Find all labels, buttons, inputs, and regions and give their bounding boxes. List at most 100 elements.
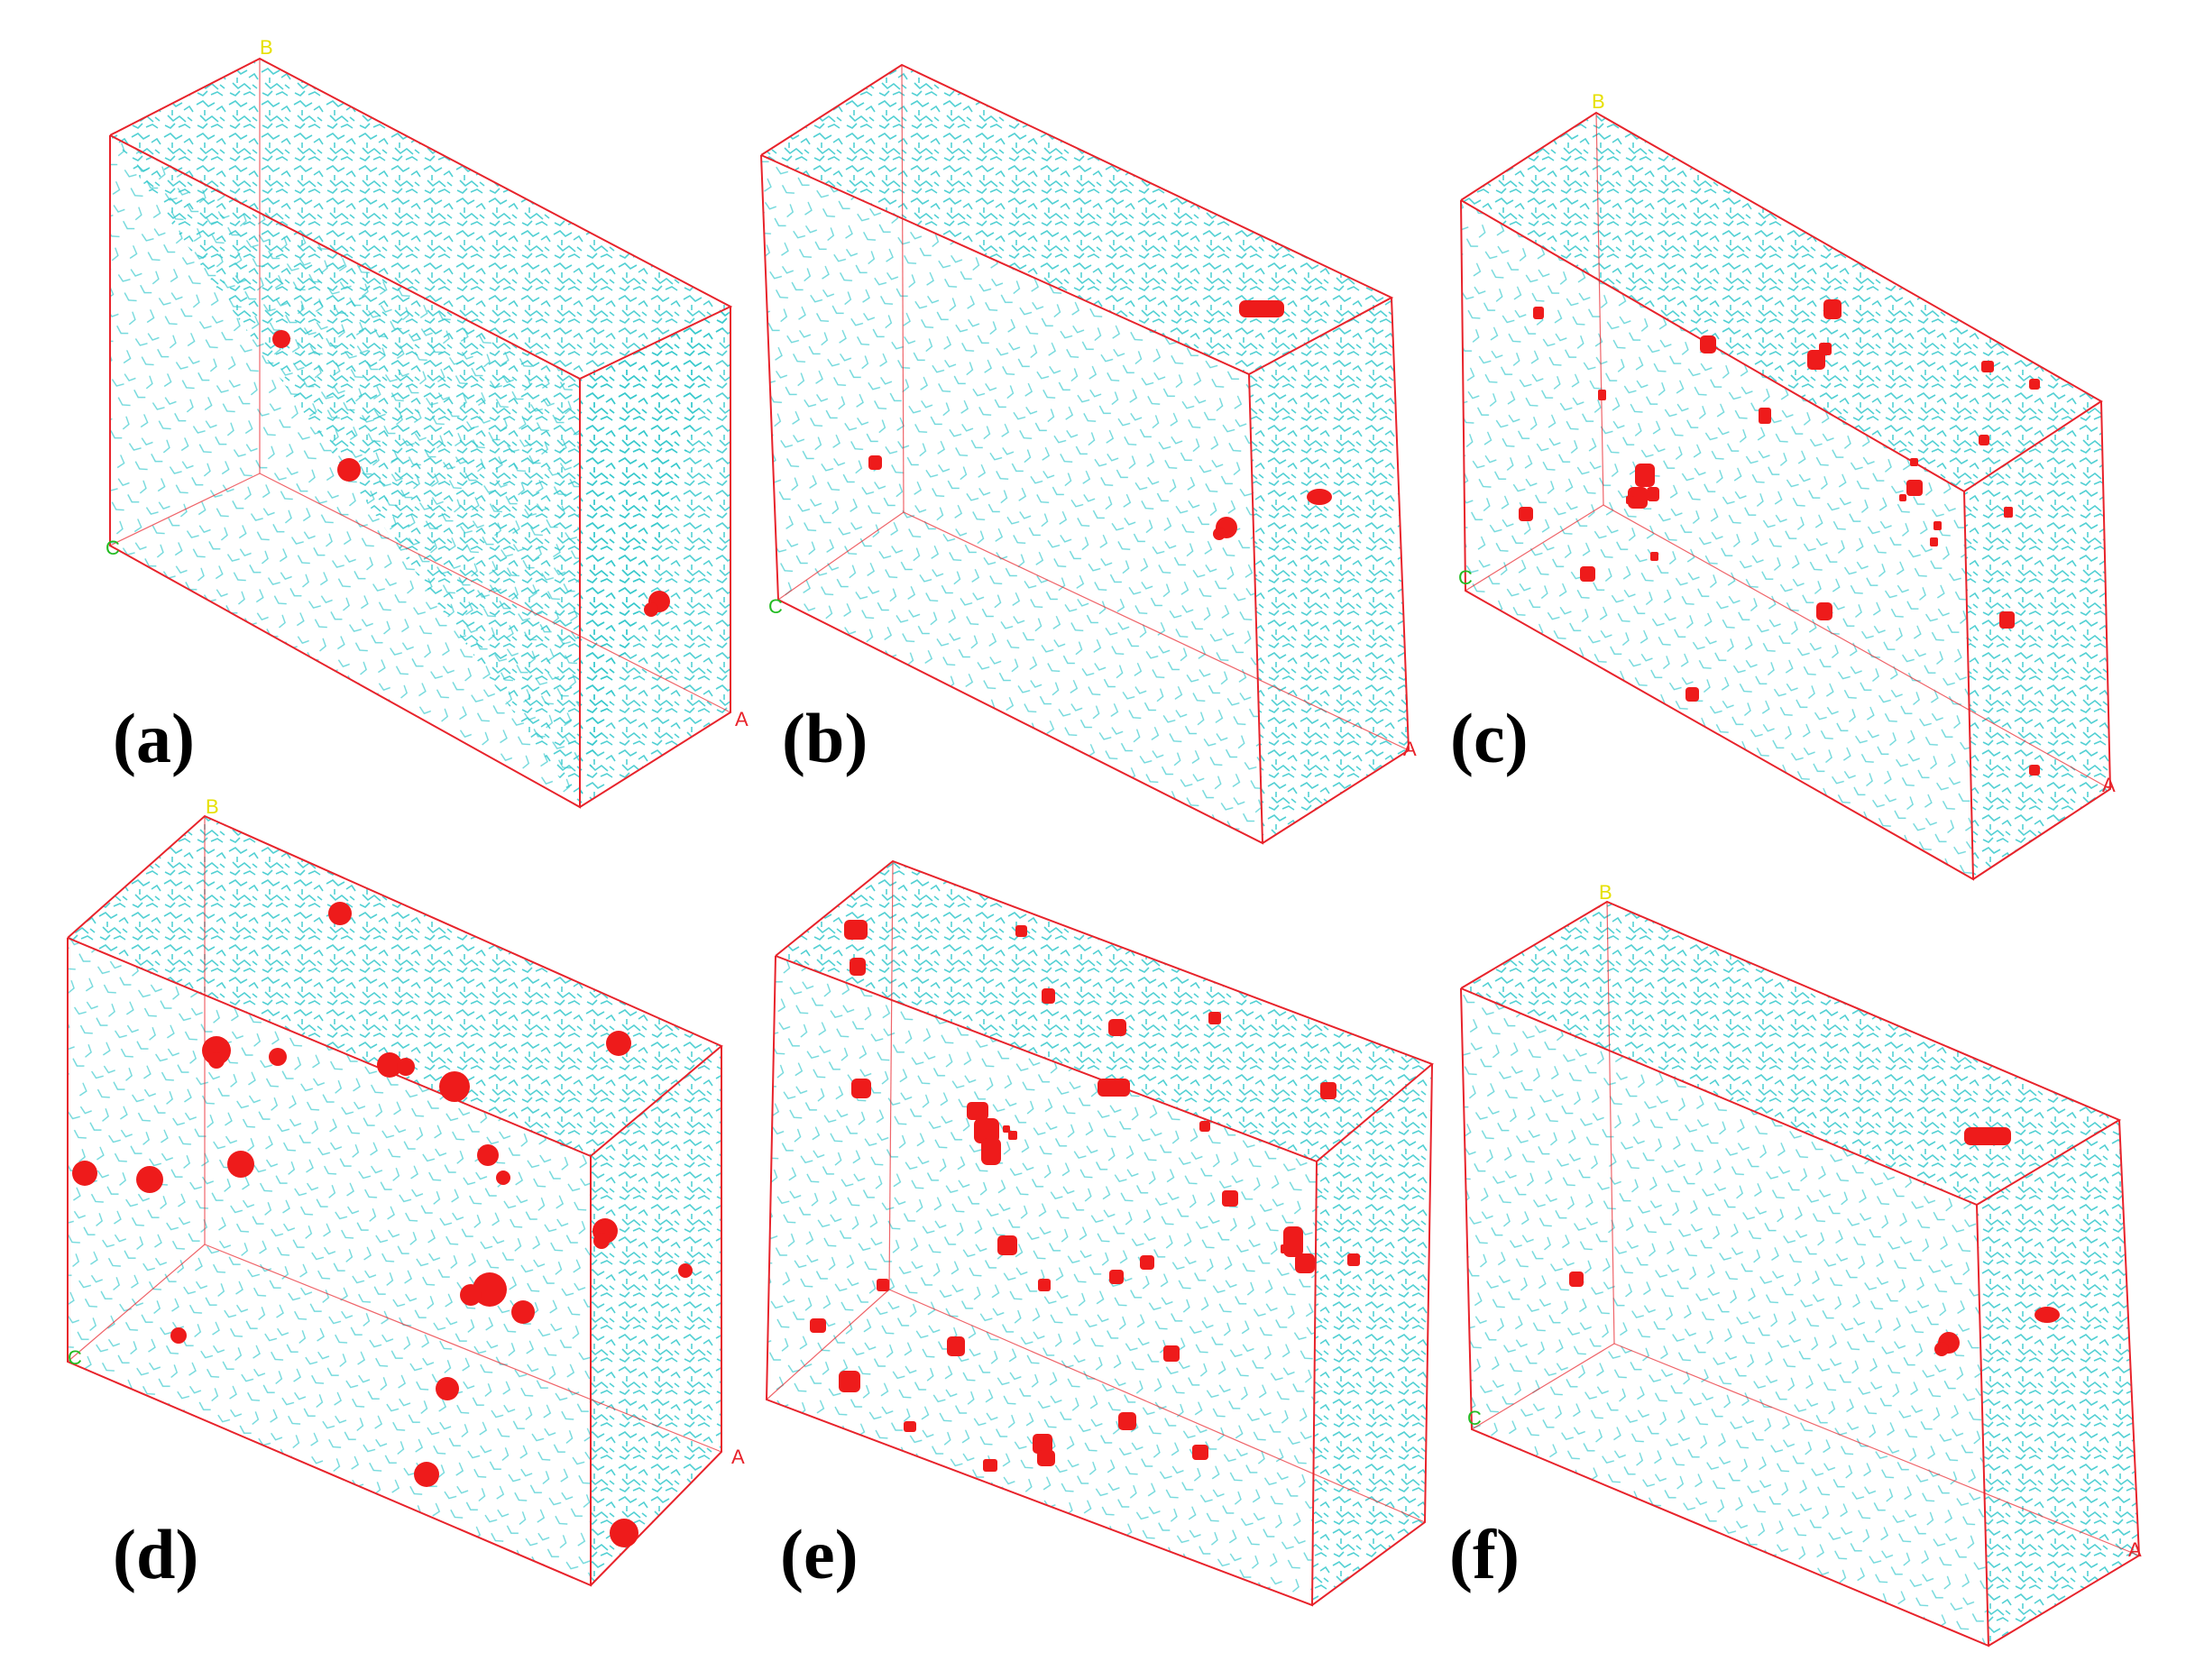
solute-cluster xyxy=(810,1318,826,1333)
axis-label-a: A xyxy=(2102,774,2116,796)
axis-label-c: C xyxy=(768,595,783,618)
axis-label-c: C xyxy=(1458,566,1473,589)
solute-cluster xyxy=(227,1151,254,1178)
panel-d: B C A (d) xyxy=(67,795,745,1593)
solute-cluster xyxy=(1281,1244,1290,1253)
solute-cluster xyxy=(1569,1271,1584,1287)
solute-cluster xyxy=(1192,1445,1208,1460)
solvent-molecules xyxy=(761,65,1409,843)
panel-label: (b) xyxy=(782,699,868,777)
solute-cluster xyxy=(1108,1019,1126,1036)
solute-cluster xyxy=(850,958,866,976)
solute-cluster xyxy=(414,1462,439,1487)
solute-cluster xyxy=(460,1284,482,1306)
solvent-molecules xyxy=(1461,902,2139,1646)
axis-label-b: B xyxy=(1599,881,1612,904)
solute-cluster xyxy=(170,1327,187,1344)
solute-clusters xyxy=(272,330,670,617)
panel-label: (a) xyxy=(113,699,195,777)
axis-label-a: A xyxy=(735,708,749,730)
solute-cluster xyxy=(1038,1279,1051,1291)
solute-cluster xyxy=(1222,1190,1238,1207)
solute-clusters xyxy=(1569,1127,2060,1356)
solute-cluster xyxy=(997,1235,1017,1255)
simulation-box xyxy=(765,859,1434,1607)
solute-cluster xyxy=(1685,687,1699,702)
axis-label-c: C xyxy=(1467,1407,1482,1429)
solute-cluster xyxy=(1816,602,1832,620)
axis-label-c: C xyxy=(106,537,120,559)
simulation-box xyxy=(109,57,733,809)
solute-cluster xyxy=(877,1279,889,1291)
solute-cluster xyxy=(1098,1079,1130,1097)
solute-cluster xyxy=(1042,988,1055,1004)
solute-cluster xyxy=(439,1071,470,1102)
solute-cluster xyxy=(269,1048,287,1066)
solvent-molecules xyxy=(110,59,730,807)
solute-cluster xyxy=(1930,537,1938,546)
solute-cluster xyxy=(851,1079,871,1098)
simulation-box xyxy=(1460,111,2112,881)
solute-clusters xyxy=(810,920,1360,1472)
axis-label-a: A xyxy=(731,1446,745,1468)
solute-cluster xyxy=(1933,521,1942,530)
solute-cluster xyxy=(2029,379,2040,390)
solvent-molecules xyxy=(68,816,721,1585)
solute-cluster xyxy=(1519,507,1533,521)
solute-cluster xyxy=(1307,489,1332,505)
solute-cluster xyxy=(477,1144,499,1166)
solute-cluster xyxy=(1353,1257,1360,1264)
solute-cluster xyxy=(1003,1125,1010,1133)
solute-cluster xyxy=(1964,1127,2011,1145)
solvent-molecules xyxy=(1461,113,2110,879)
solute-clusters xyxy=(1519,299,2040,776)
solute-cluster xyxy=(678,1263,693,1278)
panel-e: (e) xyxy=(765,859,1434,1607)
solute-cluster xyxy=(272,330,290,348)
solute-cluster xyxy=(397,1058,415,1076)
panel-a: B C A (a) xyxy=(106,36,749,809)
solute-cluster xyxy=(1906,480,1923,496)
solute-cluster xyxy=(1033,1434,1052,1454)
solute-cluster xyxy=(1979,435,1989,445)
solute-cluster xyxy=(1533,307,1544,319)
axis-label-b: B xyxy=(1592,90,1605,113)
solute-cluster xyxy=(136,1166,163,1193)
simulation-box xyxy=(760,63,1410,845)
solute-cluster xyxy=(1118,1412,1136,1430)
solute-cluster xyxy=(1037,1450,1055,1466)
solute-cluster xyxy=(593,1233,610,1249)
solute-cluster xyxy=(1213,528,1226,540)
panel-label: (d) xyxy=(113,1515,198,1593)
axis-label-b: B xyxy=(206,795,219,818)
solute-cluster xyxy=(1823,299,1842,319)
solute-clusters xyxy=(868,300,1332,540)
solute-cluster xyxy=(606,1031,631,1056)
solute-cluster xyxy=(1598,390,1606,400)
panel-f: B C A (f) xyxy=(1449,881,2142,1648)
axis-label-c: C xyxy=(68,1346,82,1369)
solute-cluster xyxy=(436,1377,459,1400)
solute-cluster xyxy=(1759,408,1771,424)
simulation-box xyxy=(1460,900,2141,1648)
solute-cluster xyxy=(473,1272,507,1307)
panel-c: B C A (c) xyxy=(1450,90,2116,881)
solute-cluster xyxy=(1910,458,1918,466)
panel-label: (f) xyxy=(1449,1515,1520,1593)
solute-cluster xyxy=(947,1336,965,1356)
solute-cluster xyxy=(377,1052,402,1078)
solute-cluster xyxy=(1626,496,1634,504)
solute-cluster xyxy=(1647,487,1659,501)
solute-cluster xyxy=(1700,335,1716,353)
solute-cluster xyxy=(1899,494,1906,501)
solute-cluster xyxy=(1239,300,1284,317)
axis-label-a: A xyxy=(1403,738,1417,760)
solute-cluster xyxy=(328,902,352,925)
solute-cluster xyxy=(974,1118,999,1143)
panel-label: (e) xyxy=(780,1515,859,1593)
solute-cluster xyxy=(844,920,868,940)
solute-cluster xyxy=(644,602,658,617)
solute-cluster xyxy=(967,1102,988,1120)
solute-cluster xyxy=(2034,1307,2060,1323)
